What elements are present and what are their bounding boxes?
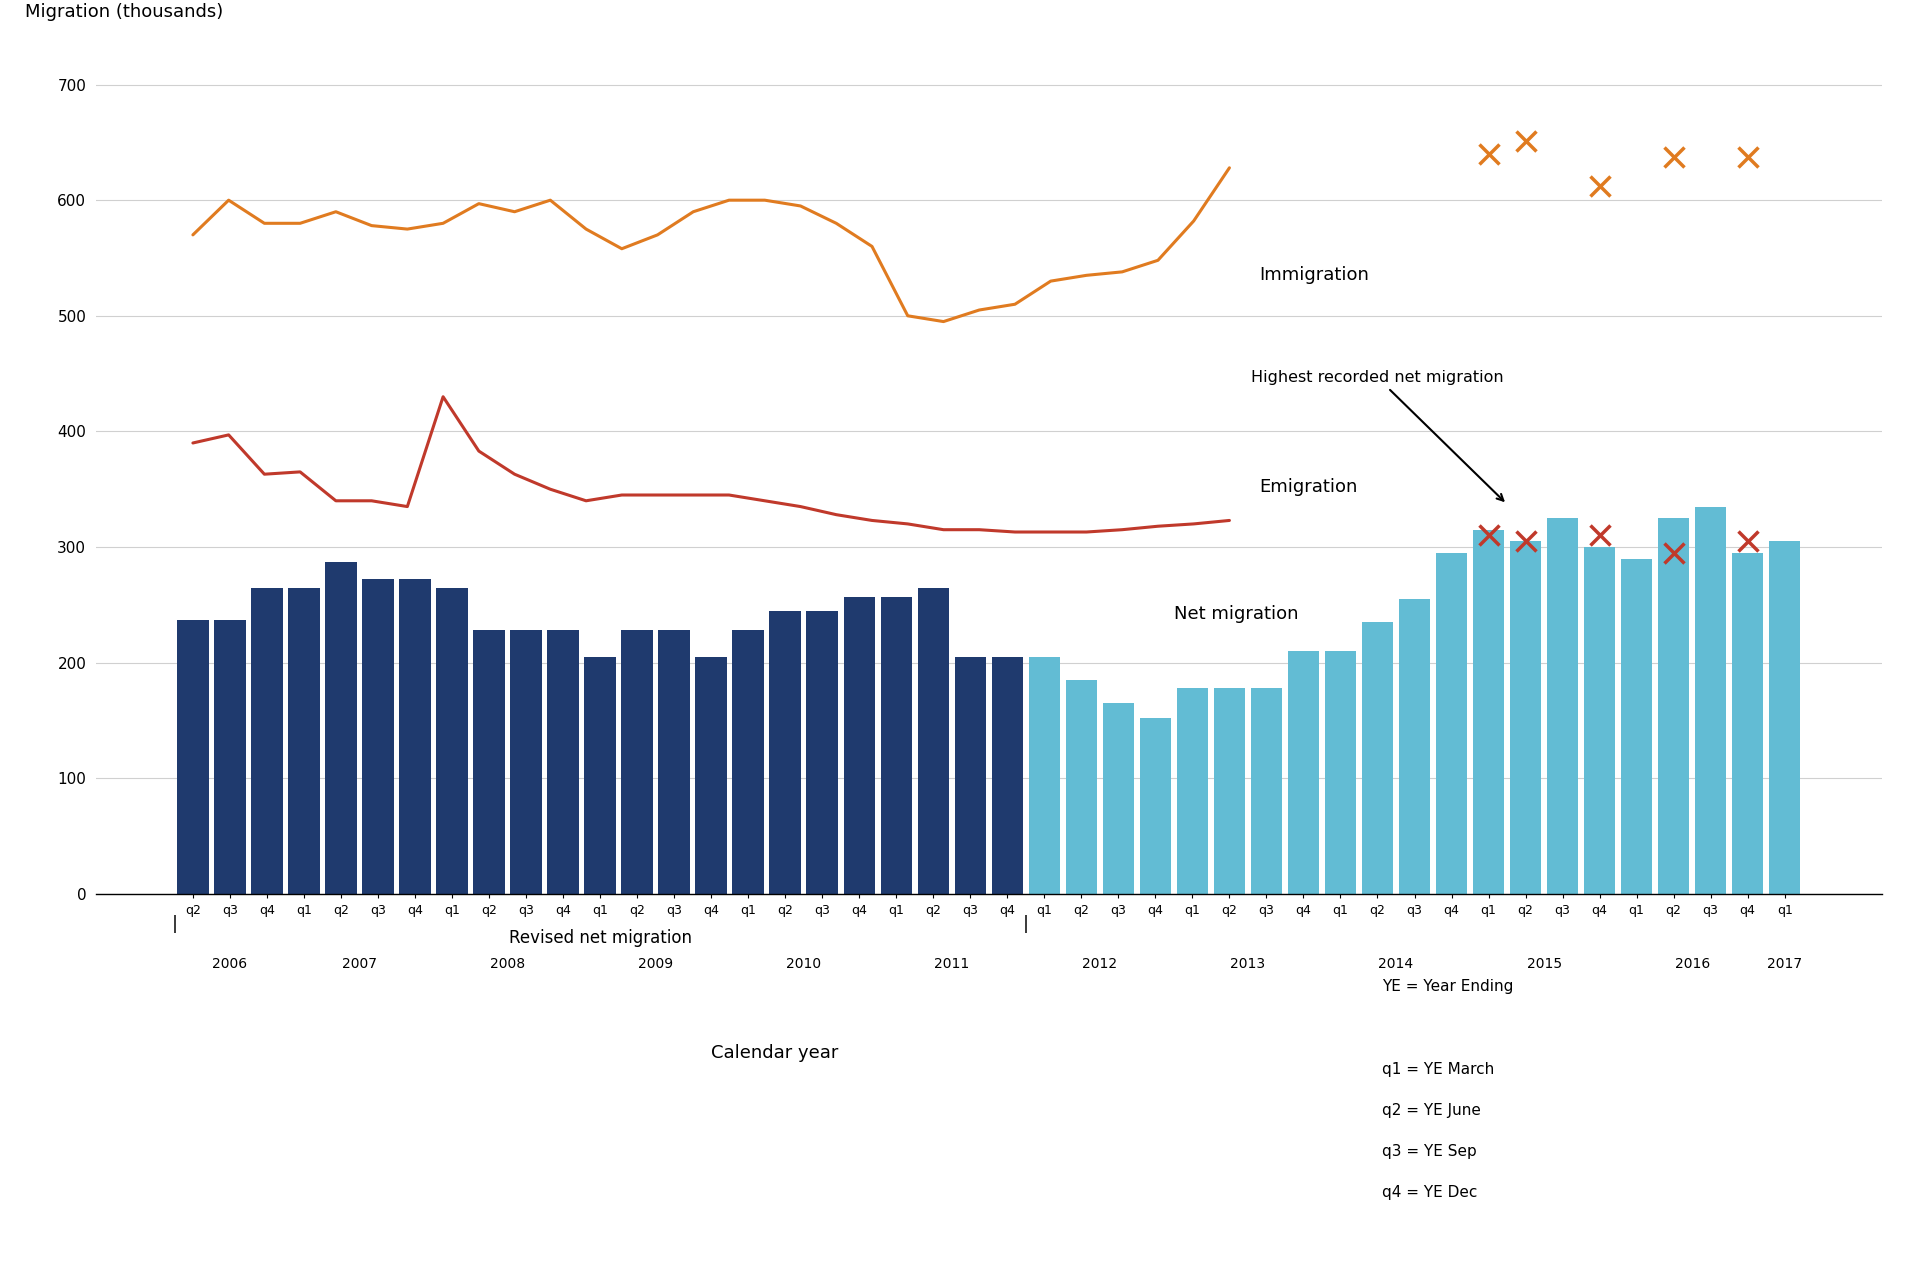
Bar xyxy=(1250,688,1283,894)
Bar xyxy=(1102,704,1135,894)
Text: Emigration: Emigration xyxy=(1260,478,1357,495)
Bar xyxy=(363,580,394,894)
Bar xyxy=(1732,553,1763,894)
Text: 2011: 2011 xyxy=(935,958,970,972)
Bar xyxy=(732,631,764,894)
Text: |: | xyxy=(171,914,177,932)
Bar xyxy=(584,656,616,894)
Bar xyxy=(1657,518,1690,894)
Text: Calendar year: Calendar year xyxy=(710,1043,839,1061)
Bar xyxy=(1509,541,1542,894)
Text: Revised net migration: Revised net migration xyxy=(509,928,691,946)
Bar xyxy=(843,596,876,894)
Text: q4 = YE Dec: q4 = YE Dec xyxy=(1382,1185,1476,1200)
Bar xyxy=(511,631,541,894)
Text: 2008: 2008 xyxy=(490,958,524,972)
Bar xyxy=(252,587,282,894)
Bar xyxy=(215,619,246,894)
Text: 2013: 2013 xyxy=(1231,958,1265,972)
Text: 2014: 2014 xyxy=(1379,958,1413,972)
Bar xyxy=(918,587,948,894)
Text: Migration (thousands): Migration (thousands) xyxy=(25,4,223,22)
Text: Immigration: Immigration xyxy=(1260,267,1369,285)
Bar xyxy=(770,610,801,894)
Bar xyxy=(324,562,357,894)
Bar xyxy=(1548,518,1578,894)
Bar xyxy=(1361,622,1394,894)
Bar xyxy=(1140,718,1171,894)
Bar xyxy=(547,631,578,894)
Bar xyxy=(288,587,321,894)
Text: q1 = YE March: q1 = YE March xyxy=(1382,1061,1494,1077)
Bar xyxy=(695,656,728,894)
Text: 2015: 2015 xyxy=(1526,958,1561,972)
Text: q3 = YE Sep: q3 = YE Sep xyxy=(1382,1144,1476,1158)
Bar xyxy=(1400,599,1430,894)
Bar xyxy=(1584,547,1615,894)
Bar xyxy=(1768,541,1801,894)
Text: 2006: 2006 xyxy=(213,958,248,972)
Bar xyxy=(1473,530,1503,894)
Bar xyxy=(991,656,1023,894)
Bar xyxy=(1066,679,1096,894)
Bar xyxy=(622,631,653,894)
Bar xyxy=(659,631,689,894)
Text: |: | xyxy=(1023,914,1029,932)
Bar xyxy=(1029,656,1060,894)
Bar xyxy=(1436,553,1467,894)
Bar xyxy=(1695,507,1726,894)
Bar xyxy=(1325,651,1356,894)
Text: 2009: 2009 xyxy=(637,958,674,972)
Bar xyxy=(177,619,209,894)
Text: YE = Year Ending: YE = Year Ending xyxy=(1382,979,1513,995)
Text: 2016: 2016 xyxy=(1674,958,1711,972)
Text: q2 = YE June: q2 = YE June xyxy=(1382,1102,1480,1117)
Bar xyxy=(954,656,987,894)
Text: 2007: 2007 xyxy=(342,958,376,972)
Text: 2017: 2017 xyxy=(1766,958,1803,972)
Bar xyxy=(1288,651,1319,894)
Text: Highest recorded net migration: Highest recorded net migration xyxy=(1252,370,1503,501)
Bar xyxy=(1177,688,1208,894)
Text: 2012: 2012 xyxy=(1083,958,1117,972)
Bar xyxy=(1213,688,1246,894)
Bar xyxy=(1620,558,1653,894)
Bar xyxy=(881,596,912,894)
Bar xyxy=(806,610,837,894)
Bar xyxy=(436,587,468,894)
Bar xyxy=(474,631,505,894)
Text: Net migration: Net migration xyxy=(1173,605,1298,623)
Bar xyxy=(399,580,430,894)
Text: 2010: 2010 xyxy=(785,958,822,972)
